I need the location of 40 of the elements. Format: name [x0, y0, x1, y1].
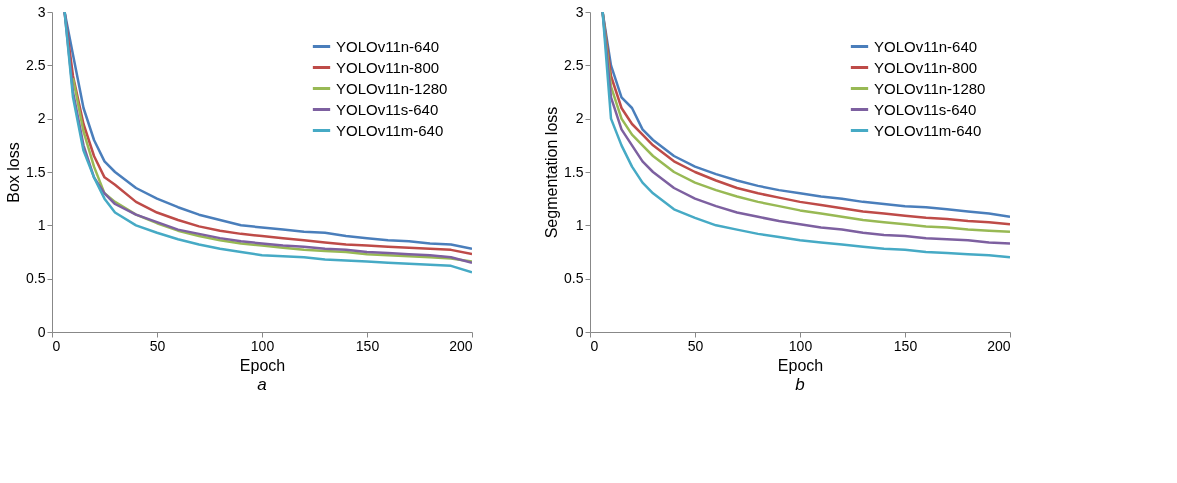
x-tick-label: 0: [590, 337, 599, 354]
x-tick-label: 0: [52, 337, 61, 354]
y-tick-label: 0: [37, 323, 46, 340]
y-tick-label: 2.5: [26, 56, 46, 73]
y-tick-label: 0.5: [564, 270, 584, 287]
x-tick-label: 200: [449, 337, 473, 354]
legend-label: YOLOv11n-800: [336, 58, 440, 76]
x-axis-title: Epoch: [239, 356, 286, 374]
y-tick-label: 1: [37, 216, 46, 233]
y-tick-label: 0: [575, 323, 584, 340]
x-tick-label: 100: [250, 337, 275, 354]
y-axis-title: Segmentation loss: [543, 106, 561, 239]
legend-label: YOLOv11n-1280: [874, 79, 986, 97]
legend-label: YOLOv11s-640: [874, 100, 977, 118]
x-axis-title: Epoch: [777, 356, 824, 374]
legend-label: YOLOv11n-640: [874, 37, 978, 55]
x-tick-label: 100: [788, 337, 813, 354]
text: b: [795, 375, 805, 394]
x-tick-label: 150: [355, 337, 380, 354]
legend-label: YOLOv11s-640: [336, 100, 439, 118]
legend-label: YOLOv11n-800: [874, 58, 978, 76]
legend-label: YOLOv11n-1280: [336, 79, 448, 97]
y-tick-label: 2: [575, 110, 584, 127]
text: a: [257, 375, 267, 394]
y-tick-label: 0.5: [26, 270, 46, 287]
legend-label: YOLOv11m-640: [874, 121, 982, 139]
y-tick-label: 3: [37, 3, 46, 20]
y-tick-label: 2.5: [564, 56, 584, 73]
x-tick-label: 50: [149, 337, 166, 354]
x-tick-label: 50: [687, 337, 704, 354]
y-axis-title: Box loss: [5, 142, 23, 203]
x-tick-label: 150: [893, 337, 918, 354]
x-tick-label: 200: [987, 337, 1011, 354]
y-tick-label: 3: [575, 3, 584, 20]
y-tick-label: 1.5: [26, 163, 46, 180]
legend-label: YOLOv11m-640: [336, 121, 444, 139]
y-tick-label: 2: [37, 110, 46, 127]
legend-label: YOLOv11n-640: [336, 37, 440, 55]
y-tick-label: 1.5: [564, 163, 584, 180]
y-tick-label: 1: [575, 216, 584, 233]
